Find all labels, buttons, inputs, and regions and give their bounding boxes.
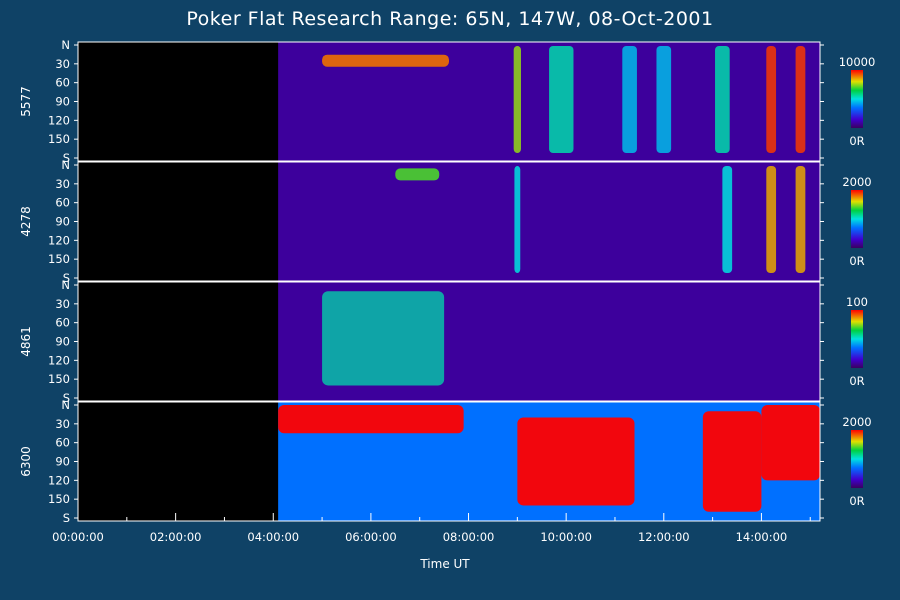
panel-6300: N 30 60 90 120 150 S 6300 2000 0R [19, 398, 872, 525]
y-tick-label: 60 [55, 196, 70, 210]
y-tick-label: 150 [48, 132, 70, 146]
y-tick-label: N [61, 278, 70, 292]
emission-band [766, 46, 777, 153]
emission-patch [322, 291, 445, 386]
colorbar [851, 310, 863, 368]
data-region [278, 162, 820, 281]
y-tick-label: S [63, 271, 70, 285]
y-tick-label: N [61, 158, 70, 172]
y-tick-label: S [63, 391, 70, 405]
x-tick-label: 06:00:00 [345, 530, 397, 544]
y-tick-label: 90 [55, 215, 70, 229]
x-tick-label: 14:00:00 [736, 530, 788, 544]
x-tick-label: 08:00:00 [443, 530, 495, 544]
x-tick-label: 12:00:00 [638, 530, 690, 544]
y-tick-label: 120 [48, 113, 70, 127]
colorbar [851, 190, 863, 248]
wavelength-label: 4278 [19, 206, 33, 237]
x-tick-label: 04:00:00 [247, 530, 299, 544]
y-tick-label: S [63, 151, 70, 165]
y-tick-label: 120 [48, 233, 70, 247]
y-tick-label: 90 [55, 335, 70, 349]
colorbar-max-label: 2000 [842, 415, 871, 429]
colorbar-max-label: 100 [846, 295, 868, 309]
colorbar-min-label: 0R [849, 134, 864, 148]
emission-band [656, 46, 672, 153]
y-tick-label: 30 [55, 57, 70, 71]
y-tick-label: 60 [55, 76, 70, 90]
y-tick-label: 90 [55, 455, 70, 469]
wavelength-label: 4861 [19, 326, 33, 357]
y-tick-label: 120 [48, 473, 70, 487]
colorbar-min-label: 0R [849, 254, 864, 268]
x-axis-label: Time UT [419, 557, 470, 571]
emission-arc [395, 168, 440, 181]
y-tick-label: 150 [48, 252, 70, 266]
emission-arc [322, 54, 449, 67]
x-tick-label: 10:00:00 [540, 530, 592, 544]
x-tick-label: 00:00:00 [52, 530, 104, 544]
y-tick-label: 60 [55, 316, 70, 330]
colorbar-max-label: 2000 [842, 175, 871, 189]
emission-band [549, 46, 574, 153]
emission-band [513, 46, 522, 153]
x-tick-label: 02:00:00 [150, 530, 202, 544]
emission-band [514, 166, 521, 273]
colorbar-min-label: 0R [849, 374, 864, 388]
colorbar-max-label: 10000 [839, 55, 876, 69]
y-tick-label: 30 [55, 417, 70, 431]
y-tick-label: 60 [55, 436, 70, 450]
panel-5577: N 30 60 90 120 150 S 5577 10000 0R [19, 38, 875, 165]
y-tick-label: 120 [48, 353, 70, 367]
y-tick-label: 150 [48, 492, 70, 506]
y-tick-label: 30 [55, 297, 70, 311]
emission-band [622, 46, 637, 153]
y-tick-label: 150 [48, 372, 70, 386]
panel-4278: N 30 60 90 120 150 S 4278 2000 0R [19, 158, 872, 285]
emission-saturated [702, 411, 762, 512]
emission-band [715, 46, 730, 153]
emission-saturated [761, 405, 820, 481]
panel-4861: N 30 60 90 120 150 S 4861 100 0R [19, 278, 868, 405]
y-tick-label: 30 [55, 177, 70, 191]
wavelength-label: 6300 [19, 446, 33, 477]
emission-band [795, 46, 806, 153]
y-tick-label: N [61, 398, 70, 412]
colorbar-min-label: 0R [849, 494, 864, 508]
y-tick-label: N [61, 38, 70, 52]
wavelength-label: 5577 [19, 86, 33, 117]
y-tick-label: S [63, 511, 70, 525]
colorbar [851, 70, 863, 128]
chart-title: Poker Flat Research Range: 65N, 147W, 08… [186, 8, 714, 30]
y-tick-label: 90 [55, 95, 70, 109]
emission-saturated [278, 405, 464, 434]
emission-band [722, 166, 733, 273]
emission-saturated [517, 417, 635, 506]
emission-band [766, 166, 777, 273]
colorbar [851, 430, 863, 488]
emission-band [795, 166, 806, 273]
